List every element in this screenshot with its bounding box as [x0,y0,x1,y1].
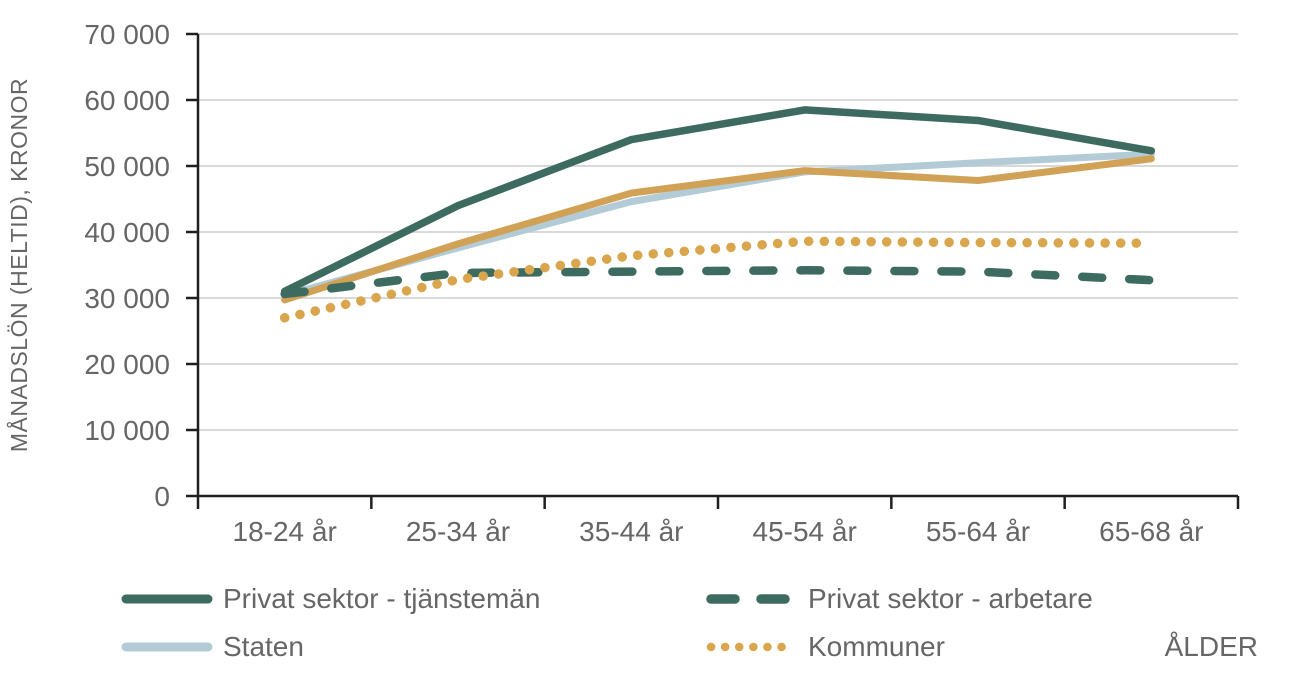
series-line-privat-tjansteman [280,106,1156,296]
y-tick-label: 20 000 [84,349,170,380]
legend-label: Staten [223,631,304,662]
legend-label: Privat sektor - arbetare [808,583,1093,614]
x-tick-label: 65-68 år [1099,516,1203,547]
y-tick-label: 10 000 [84,415,170,446]
legend-label: Privat sektor - tjänstemän [223,583,541,614]
series-line-kommuner [279,236,1157,323]
y-tick-label: 0 [154,481,170,512]
y-tick-label: 40 000 [84,217,170,248]
legend-item-kommuner: Kommuner [706,630,945,664]
legend-item-staten: Staten [121,630,304,664]
legend-item-privat-arbetare: Privat sektor - arbetare [706,582,1093,616]
series-line-gold-solid-unlabeled [281,155,1155,304]
x-tick-label: 45-54 år [753,516,857,547]
x-tick-label: 25-34 år [406,516,510,547]
series-line-privat-arbetare [280,266,1156,299]
x-tick-label: 35-44 år [579,516,683,547]
x-tick-label: 55-64 år [926,516,1030,547]
legend-item-privat-tjansteman: Privat sektor - tjänstemän [121,582,540,616]
x-tick-label: 18-24 år [233,516,337,547]
legend-label: Kommuner [808,631,945,662]
x-axis-title: ÅLDER [1164,631,1258,662]
y-tick-label: 70 000 [84,19,170,50]
legend-swatch-solid-blue-icon [121,642,213,652]
y-tick-label: 30 000 [84,283,170,314]
y-tick-label: 50 000 [84,151,170,182]
legend-swatch-dotted-gold-icon [706,642,798,652]
y-tick-label: 60 000 [84,85,170,116]
legend-swatch-solid-teal-icon [121,594,213,604]
legend-swatch-dashed-teal-icon [706,594,798,604]
